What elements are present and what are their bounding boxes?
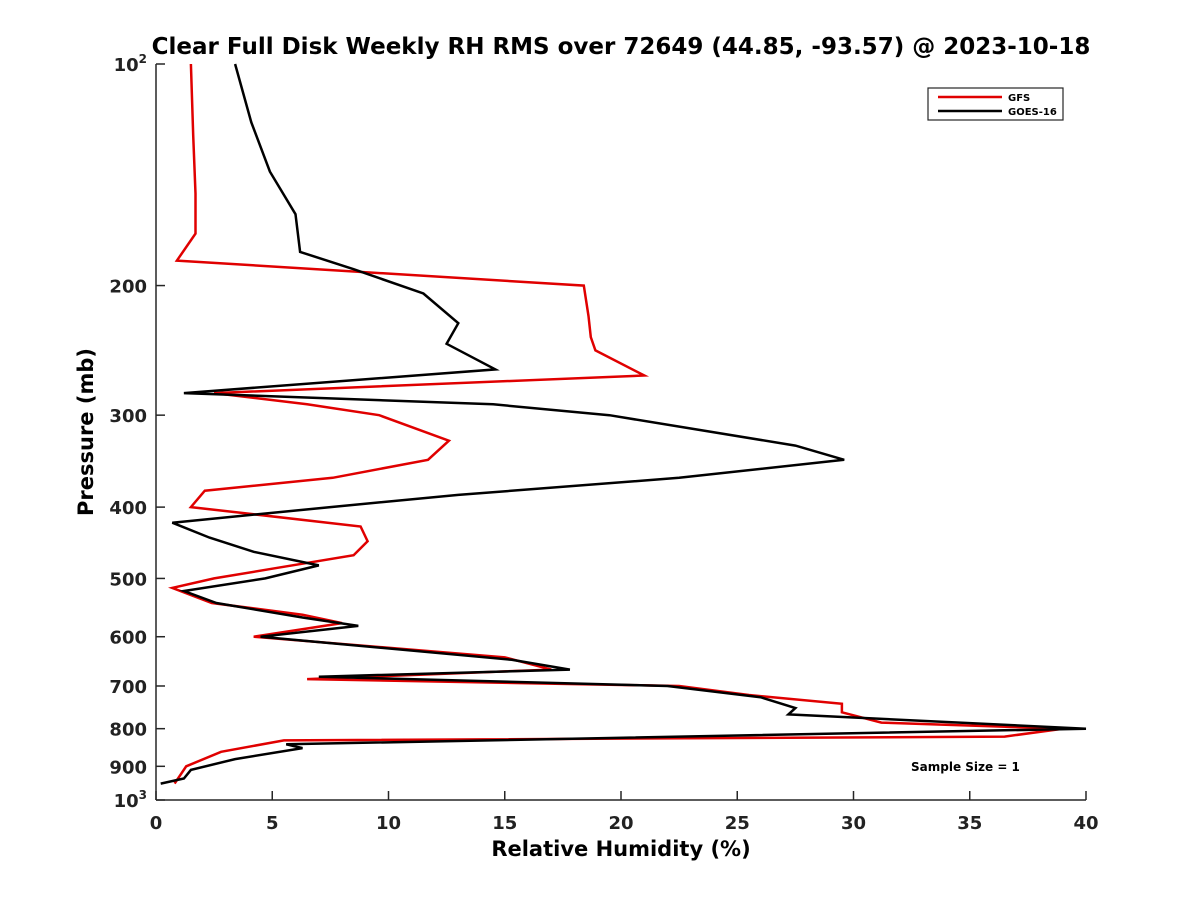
legend-label-gfs: GFS [1008,93,1030,104]
y-tick-label: 300 [109,406,147,427]
y-tick-label: 600 [109,628,147,649]
x-tick-label: 35 [957,813,982,834]
legend: GFS GOES-16 [927,87,1064,121]
y-tick-label: 400 [109,498,147,519]
y-tick-label: 800 [109,720,147,741]
x-tick-label: 0 [150,813,163,834]
x-ticks: 0 5 10 15 20 25 30 35 40 [150,791,1099,834]
y-tick-label: 102 [114,52,147,76]
plot-lines [160,63,1087,785]
y-tick-label: 500 [109,569,147,590]
legend-label-goes16: GOES-16 [1008,107,1057,118]
y-tick-label: 200 [109,277,147,298]
y-ticks: 102 200 300 400 500 600 700 800 900 103 [109,52,165,812]
x-tick-label: 40 [1073,813,1098,834]
x-tick-label: 10 [376,813,401,834]
sample-size-annotation: Sample Size = 1 [911,760,1020,774]
series-line-gfs [168,63,1063,785]
x-tick-label: 5 [266,813,279,834]
x-tick-label: 25 [725,813,750,834]
x-tick-label: 15 [492,813,517,834]
x-axis-label: Relative Humidity (%) [491,837,750,861]
plot-area [156,64,1086,800]
y-tick-label: 700 [109,677,147,698]
series-line-goes-16 [160,63,1087,785]
y-tick-label: 103 [114,788,147,812]
y-axis-label: Pressure (mb) [74,348,98,516]
legend-box [927,87,1064,121]
chart-title: Clear Full Disk Weekly RH RMS over 72649… [152,34,1091,60]
x-tick-label: 20 [608,813,633,834]
y-tick-label: 900 [109,757,147,778]
x-tick-label: 30 [841,813,866,834]
